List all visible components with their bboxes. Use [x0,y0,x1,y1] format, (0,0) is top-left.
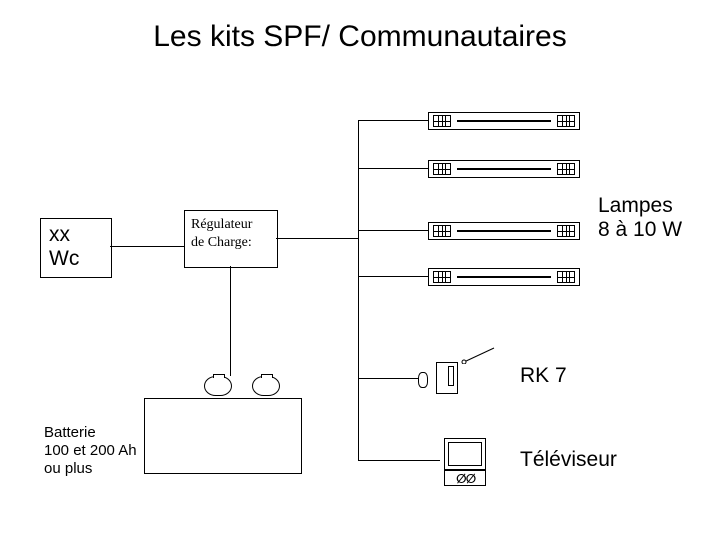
tv-icon: ⵁⵁ [440,432,488,488]
panel-box: xx Wc [40,218,112,278]
page-title: Les kits SPF/ Communautaires [0,20,720,54]
lamps-label-l2: 8 à 10 W [598,218,682,242]
lamp-icon [428,222,580,240]
lamp-icon [428,112,580,130]
wire [358,460,440,461]
wire [358,120,359,460]
rk7-device-icon [436,362,458,394]
wire [358,378,418,379]
regulator-box: Régulateur de Charge: [184,210,278,268]
battery-terminal-icon [204,376,232,396]
diagram-canvas: { "canvas": { "width": 720, "height": 54… [0,0,720,540]
lamps-label-l1: Lampes [598,194,673,218]
panel-label-l2: Wc [49,247,79,271]
battery-terminal-icon [252,376,280,396]
rk7-plug-icon [418,372,428,388]
wire [358,168,428,169]
wire [358,230,428,231]
battery-label-l3: ou plus [44,460,92,477]
rk7-switch-icon [460,344,500,364]
wire [230,266,231,376]
regulator-label-l2: de Charge: [191,235,252,251]
wire [110,246,184,247]
lamp-icon [428,160,580,178]
battery-label-l1: Batterie [44,424,96,441]
battery-box [144,398,302,474]
regulator-label-l1: Régulateur [191,217,252,233]
wire [358,120,428,121]
wire [276,238,358,239]
battery-label-l2: 100 et 200 Ah [44,442,137,459]
wire [358,276,428,277]
lamp-icon [428,268,580,286]
panel-label-l1: xx [49,223,70,247]
rk7-label: RK 7 [520,364,567,388]
tv-label: Téléviseur [520,448,617,472]
